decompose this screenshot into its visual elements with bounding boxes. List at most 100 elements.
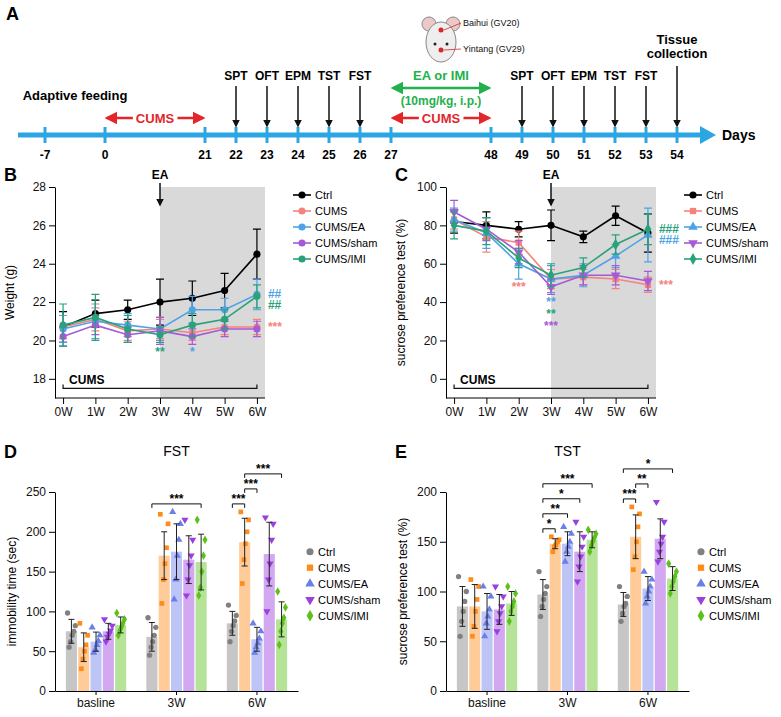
timeline-tick bbox=[614, 127, 617, 143]
data-point bbox=[153, 625, 158, 630]
timeline-tick-label: 22 bbox=[229, 148, 243, 162]
legend-label: CUMS/EA bbox=[315, 221, 366, 233]
label-patch bbox=[133, 111, 178, 126]
y-axis: 182022242628 bbox=[33, 180, 56, 398]
test-arrow bbox=[614, 86, 616, 126]
y-axis: 020406080100 bbox=[417, 180, 447, 398]
error-bar bbox=[279, 602, 285, 637]
tick: 150 bbox=[417, 535, 446, 549]
data-point bbox=[254, 639, 261, 645]
error-bar bbox=[540, 580, 546, 610]
data-point bbox=[116, 631, 121, 640]
data-point bbox=[60, 322, 67, 329]
axis-title: immobility time (sec) bbox=[5, 537, 19, 646]
test-label: TST bbox=[604, 69, 627, 83]
tick-mark bbox=[616, 398, 617, 404]
data-point bbox=[73, 623, 78, 628]
axis-line bbox=[446, 493, 447, 692]
legend-marker bbox=[688, 240, 698, 248]
tick-mark bbox=[440, 340, 446, 341]
data-point bbox=[234, 613, 239, 618]
significance-label: *** bbox=[244, 477, 258, 491]
tick-mark bbox=[487, 691, 488, 695]
data-point bbox=[625, 594, 630, 599]
data-point bbox=[565, 543, 572, 549]
data-point bbox=[572, 520, 579, 526]
panel-label: C bbox=[395, 165, 408, 185]
data-point bbox=[250, 619, 257, 625]
data-point bbox=[253, 325, 260, 332]
tick-mark bbox=[551, 398, 552, 404]
treatment-arrow bbox=[393, 87, 489, 90]
legend-marker bbox=[307, 565, 313, 571]
data-point bbox=[500, 594, 507, 600]
tick-mark bbox=[440, 691, 446, 692]
error-bar bbox=[509, 592, 515, 616]
error-bar bbox=[156, 327, 164, 342]
data-point bbox=[656, 550, 663, 556]
tick: 200 bbox=[417, 485, 446, 499]
data-point bbox=[469, 577, 474, 582]
data-point bbox=[645, 587, 652, 593]
data-point bbox=[645, 223, 652, 235]
tick-label: 6W bbox=[639, 405, 658, 419]
tick-mark bbox=[49, 225, 55, 226]
data-point bbox=[641, 567, 648, 573]
acupoint-label: Baihui (GV20) bbox=[463, 18, 520, 28]
error-bar bbox=[174, 524, 180, 580]
error-bar bbox=[472, 585, 478, 629]
plot-area bbox=[59, 187, 265, 398]
error-bar bbox=[645, 577, 651, 601]
bar bbox=[630, 537, 641, 691]
axis-title: sucrose preference test (%) bbox=[396, 518, 410, 665]
bar bbox=[642, 589, 653, 691]
panel-label: D bbox=[4, 442, 17, 462]
data-point bbox=[221, 316, 228, 323]
tick-label: 1W bbox=[478, 405, 497, 419]
data-point bbox=[171, 595, 178, 601]
legend-marker bbox=[698, 565, 704, 571]
data-point bbox=[201, 551, 206, 560]
test-label: TST bbox=[318, 69, 341, 83]
data-point bbox=[612, 239, 619, 251]
data-point bbox=[275, 587, 280, 596]
acupoint bbox=[439, 28, 444, 33]
significance-label: * bbox=[190, 345, 195, 359]
tick-mark bbox=[95, 398, 96, 404]
arrow-label: EA bbox=[152, 168, 169, 182]
tick-mark bbox=[440, 641, 446, 642]
tick: 0 bbox=[430, 372, 446, 386]
data-point bbox=[150, 639, 155, 644]
tick: 200 bbox=[26, 525, 55, 539]
tick-label: 0 bbox=[430, 372, 437, 386]
error-bar bbox=[552, 539, 558, 549]
significance-label: *** bbox=[169, 492, 183, 506]
tick-mark bbox=[49, 187, 55, 188]
error-bar bbox=[229, 611, 235, 635]
timeline-tick bbox=[266, 127, 269, 143]
data-point bbox=[262, 515, 269, 521]
tick-mark bbox=[440, 379, 446, 380]
data-point bbox=[198, 583, 203, 592]
legend-marker bbox=[698, 610, 705, 622]
legend-label: CUMS/IMI bbox=[318, 610, 369, 622]
data-point bbox=[195, 515, 200, 524]
tick: basline bbox=[468, 691, 506, 710]
tick: 250 bbox=[26, 485, 55, 499]
tick: 0W bbox=[446, 398, 465, 419]
tick-label: 6W bbox=[248, 405, 267, 419]
plot-area bbox=[456, 500, 679, 691]
acupoint-leader bbox=[444, 49, 461, 50]
tick: 4W bbox=[575, 398, 594, 419]
data-point bbox=[186, 563, 193, 569]
treatment-shade bbox=[160, 187, 265, 398]
tick-label: 24 bbox=[33, 257, 47, 271]
data-point bbox=[464, 589, 469, 594]
tick: 1W bbox=[478, 398, 497, 419]
timeline-tick-label: 24 bbox=[291, 148, 305, 162]
significance-label: *** bbox=[512, 280, 526, 294]
data-point bbox=[85, 633, 90, 638]
treatment-label: EA or IMI bbox=[413, 68, 469, 83]
tick: 80 bbox=[424, 219, 446, 233]
data-point bbox=[89, 623, 96, 629]
